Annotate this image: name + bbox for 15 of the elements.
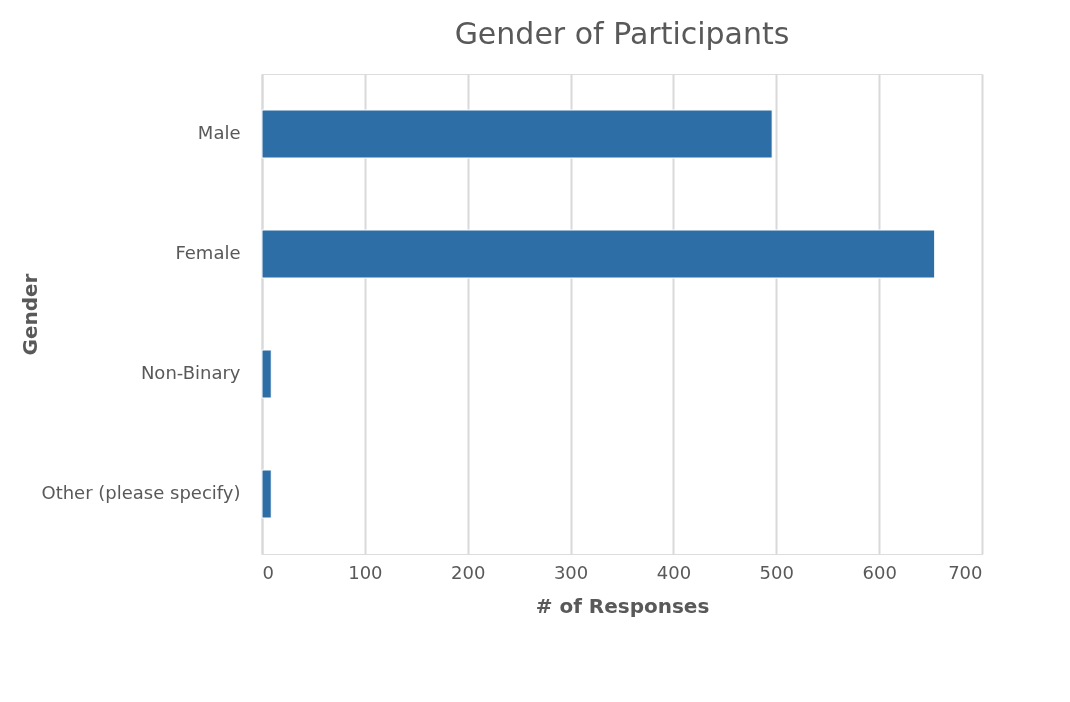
- y-tick-label: Other (please specify): [41, 482, 241, 503]
- x-tick-label: 600: [862, 561, 897, 583]
- chart-title: Gender of Participants: [454, 16, 790, 51]
- x-tick-label: 0: [262, 561, 274, 583]
- y-tick-label: Female: [175, 242, 241, 263]
- x-tick-label: 300: [553, 561, 589, 583]
- x-tick-label: 700: [948, 561, 983, 583]
- y-axis-title: Gender: [17, 273, 42, 356]
- y-tick-label: Male: [197, 122, 241, 143]
- x-tick-label: 100: [348, 561, 383, 583]
- x-tick-label: 500: [759, 561, 794, 583]
- x-axis-title: # of Responses: [535, 593, 710, 618]
- x-tick-label: 400: [656, 561, 692, 583]
- y-tick-label: Non-Binary: [140, 362, 241, 383]
- x-tick-label: 200: [451, 561, 486, 583]
